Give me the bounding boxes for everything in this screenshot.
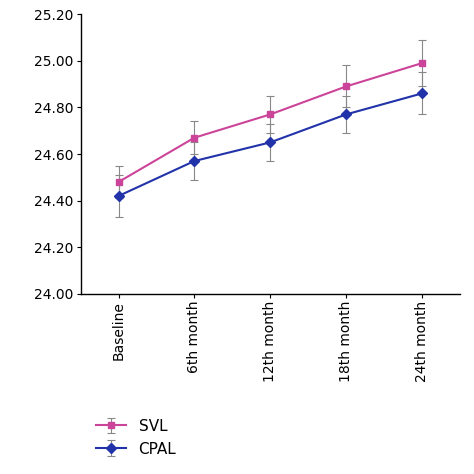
Legend: SVL, CPAL: SVL, CPAL	[96, 419, 176, 456]
